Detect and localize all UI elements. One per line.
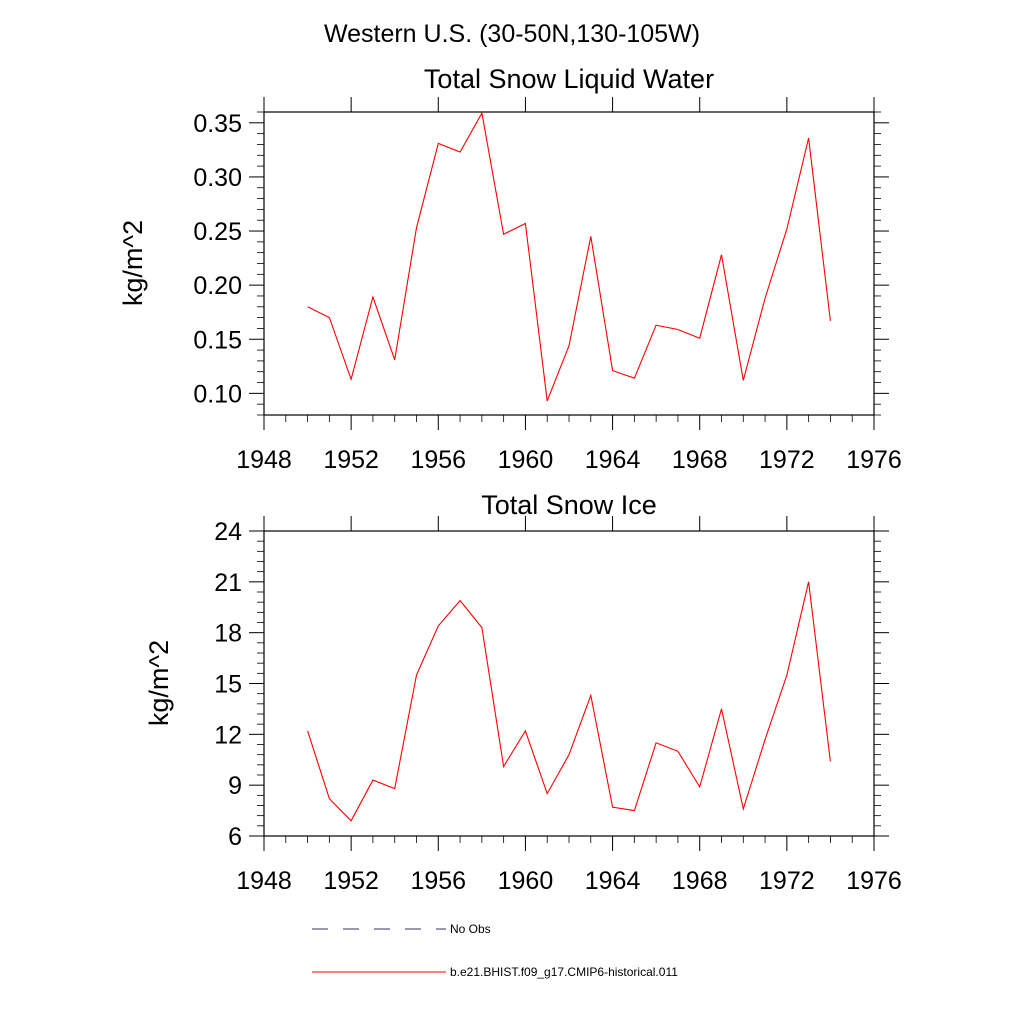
- legend-label-2: b.e21.BHIST.f09_g17.CMIP6-historical.011: [450, 965, 678, 979]
- y-tick-label: 21: [214, 569, 242, 597]
- x-tick-label: 1948: [236, 446, 292, 474]
- x-tick-label: 1976: [846, 867, 902, 895]
- y-tick-label: 6: [228, 823, 242, 851]
- figure-title: Western U.S. (30-50N,130-105W): [324, 20, 700, 48]
- plot-frame: [264, 112, 874, 415]
- x-tick-label: 1968: [672, 446, 728, 474]
- legend-label-1: No Obs: [450, 922, 491, 936]
- y-tick-label: 12: [214, 721, 242, 749]
- x-tick-label: 1976: [846, 446, 902, 474]
- chart-title: Total Snow Ice: [481, 490, 657, 520]
- series-line: [308, 113, 831, 401]
- x-tick-label: 1952: [323, 867, 379, 895]
- plot-frame: [264, 531, 874, 836]
- x-tick-label: 1968: [672, 867, 728, 895]
- y-axis-label: kg/m^2: [118, 220, 148, 306]
- x-tick-label: 1948: [236, 867, 292, 895]
- y-tick-label: 9: [228, 772, 242, 800]
- x-tick-label: 1964: [585, 446, 641, 474]
- chart-panel-1: Total Snow Liquid Water kg/m^2 1948 1952 195…: [118, 64, 902, 474]
- chart-panel-2: Total Snow Ice kg/m^2 1948 1952 1956 1960 1964…: [144, 490, 902, 895]
- y-tick-label: 0.35: [193, 110, 242, 138]
- y-tick-label: 0.15: [193, 326, 242, 354]
- y-tick-label: 24: [214, 518, 242, 546]
- y-tick-label: 0.30: [193, 164, 242, 192]
- chart-title: Total Snow Liquid Water: [424, 64, 714, 94]
- y-axis-label: kg/m^2: [144, 640, 174, 726]
- x-tick-label: 1956: [410, 446, 466, 474]
- y-tick-label: 15: [214, 671, 242, 699]
- y-tick-label: 18: [214, 620, 242, 648]
- x-tick-label: 1960: [498, 446, 554, 474]
- x-tick-label: 1972: [759, 867, 815, 895]
- legend: No Obs b.e21.BHIST.f09_g17.CMIP6-historic…: [312, 922, 678, 979]
- y-tick-label: 0.20: [193, 272, 242, 300]
- x-tick-label: 1956: [410, 867, 466, 895]
- series-line: [308, 582, 831, 821]
- x-tick-label: 1952: [323, 446, 379, 474]
- y-tick-label: 0.25: [193, 218, 242, 246]
- y-tick-label: 0.10: [193, 380, 242, 408]
- x-tick-label: 1964: [585, 867, 641, 895]
- x-tick-label: 1960: [498, 867, 554, 895]
- x-tick-label: 1972: [759, 446, 815, 474]
